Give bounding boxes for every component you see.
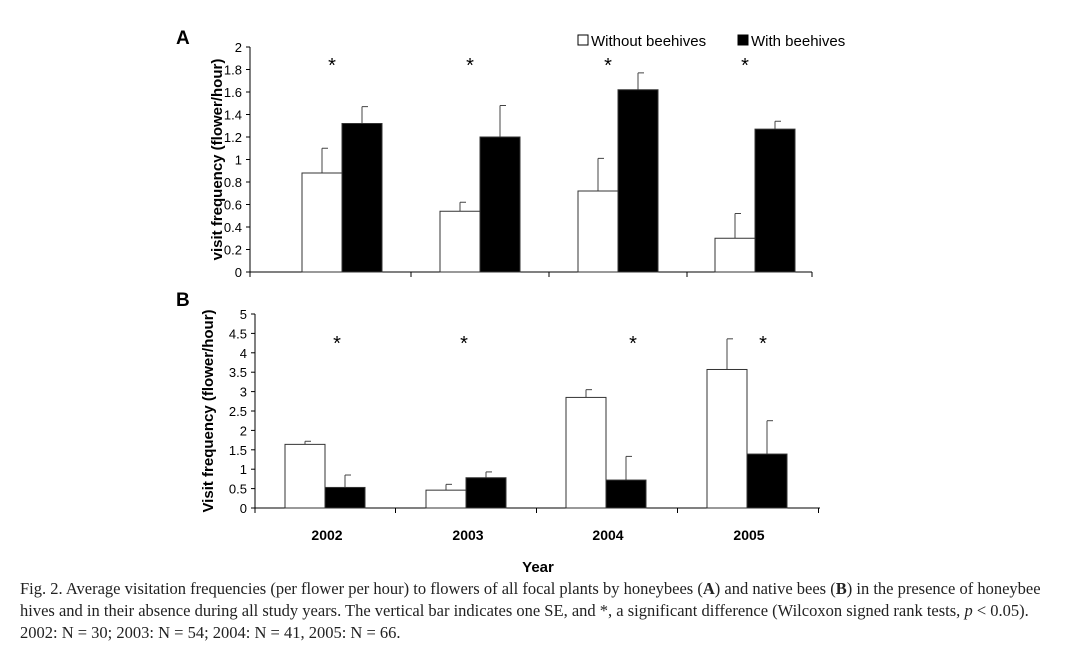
legend-swatch (577, 34, 589, 46)
y-tick-label: 1 (235, 153, 242, 168)
caption-text: Fig. 2. Average visitation frequencies (… (20, 579, 703, 598)
y-tick-label: 1.4 (224, 108, 242, 123)
bar-with-2004 (605, 479, 647, 509)
panel-letter: A (176, 28, 190, 49)
significance-marker: * (460, 333, 468, 355)
y-tick-label: 1.5 (229, 443, 247, 458)
significance-marker: * (759, 333, 767, 355)
bar-without-2005 (706, 368, 748, 509)
y-tick-label: 0 (235, 265, 242, 280)
y-tick-label: 4 (240, 346, 247, 361)
bar-without-2002 (301, 172, 343, 273)
y-tick-label: 0.8 (224, 175, 242, 190)
y-tick-label: 2 (240, 423, 247, 438)
caption-text: ) in the presence of honeybee hives and … (20, 579, 1041, 620)
significance-marker: * (333, 333, 341, 355)
x-tick-label: 2002 (311, 527, 342, 543)
caption-panel-b: B (835, 579, 847, 598)
bar-with-2003 (479, 136, 521, 273)
y-axis-label: Visit frequency (flower/hour) (200, 309, 217, 512)
y-tick-label: 0.5 (229, 482, 247, 497)
bar-without-2005 (714, 237, 756, 273)
significance-marker: * (629, 333, 637, 355)
y-tick-label: 4.5 (229, 326, 247, 341)
caption-panel-a: A (702, 579, 715, 598)
significance-marker: * (466, 55, 474, 77)
bar-without-2004 (577, 190, 619, 273)
bar-without-2002 (284, 443, 326, 509)
y-tick-label: 2.5 (229, 404, 247, 419)
y-tick-label: 1.2 (224, 130, 242, 145)
panel-letter: B (176, 290, 190, 311)
x-tick-label: 2003 (452, 527, 483, 543)
y-tick-label: 0.2 (224, 243, 242, 258)
bar-with-2005 (754, 128, 796, 273)
significance-marker: * (741, 55, 749, 77)
caption-text: ) and native bees ( (714, 579, 836, 598)
figure-caption: Fig. 2. Average visitation frequencies (… (20, 578, 1060, 644)
x-tick-label: 2004 (592, 527, 623, 543)
bar-with-2005 (746, 453, 788, 509)
x-tick-label: 2005 (733, 527, 764, 543)
x-axis-label: Year (522, 559, 554, 576)
y-axis-label: visit frequency (flower/hour) (209, 59, 226, 261)
legend-swatch (737, 34, 749, 46)
bar-with-2004 (617, 89, 659, 273)
y-tick-label: 1 (240, 462, 247, 477)
legend-label: With beehives (751, 33, 845, 50)
y-tick-label: 3.5 (229, 365, 247, 380)
bar-with-2003 (465, 477, 507, 509)
y-tick-label: 3 (240, 385, 247, 400)
y-tick-label: 0 (240, 501, 247, 516)
significance-marker: * (328, 55, 336, 77)
y-tick-label: 0.4 (224, 220, 242, 235)
legend-label: Without beehives (591, 33, 706, 50)
significance-marker: * (604, 55, 612, 77)
caption-text: < 0.05). 2002: N = 30; 2003: N = 54; 200… (20, 601, 1029, 642)
y-tick-label: 0.6 (224, 198, 242, 213)
y-tick-label: 2 (235, 40, 242, 55)
y-tick-label: 1.8 (224, 63, 242, 78)
caption-p: p (964, 601, 973, 620)
y-tick-label: 5 (240, 307, 247, 322)
bar-without-2003 (425, 489, 467, 509)
bar-without-2004 (565, 396, 607, 509)
bar-with-2002 (341, 123, 383, 273)
bar-without-2003 (439, 210, 481, 273)
y-tick-label: 1.6 (224, 85, 242, 100)
bar-with-2002 (324, 486, 366, 509)
figure: A 0 0.2 0.4 0.6 0.8 1 1.2 1.4 1.6 1.8 2 visit freque… (176, 28, 845, 576)
